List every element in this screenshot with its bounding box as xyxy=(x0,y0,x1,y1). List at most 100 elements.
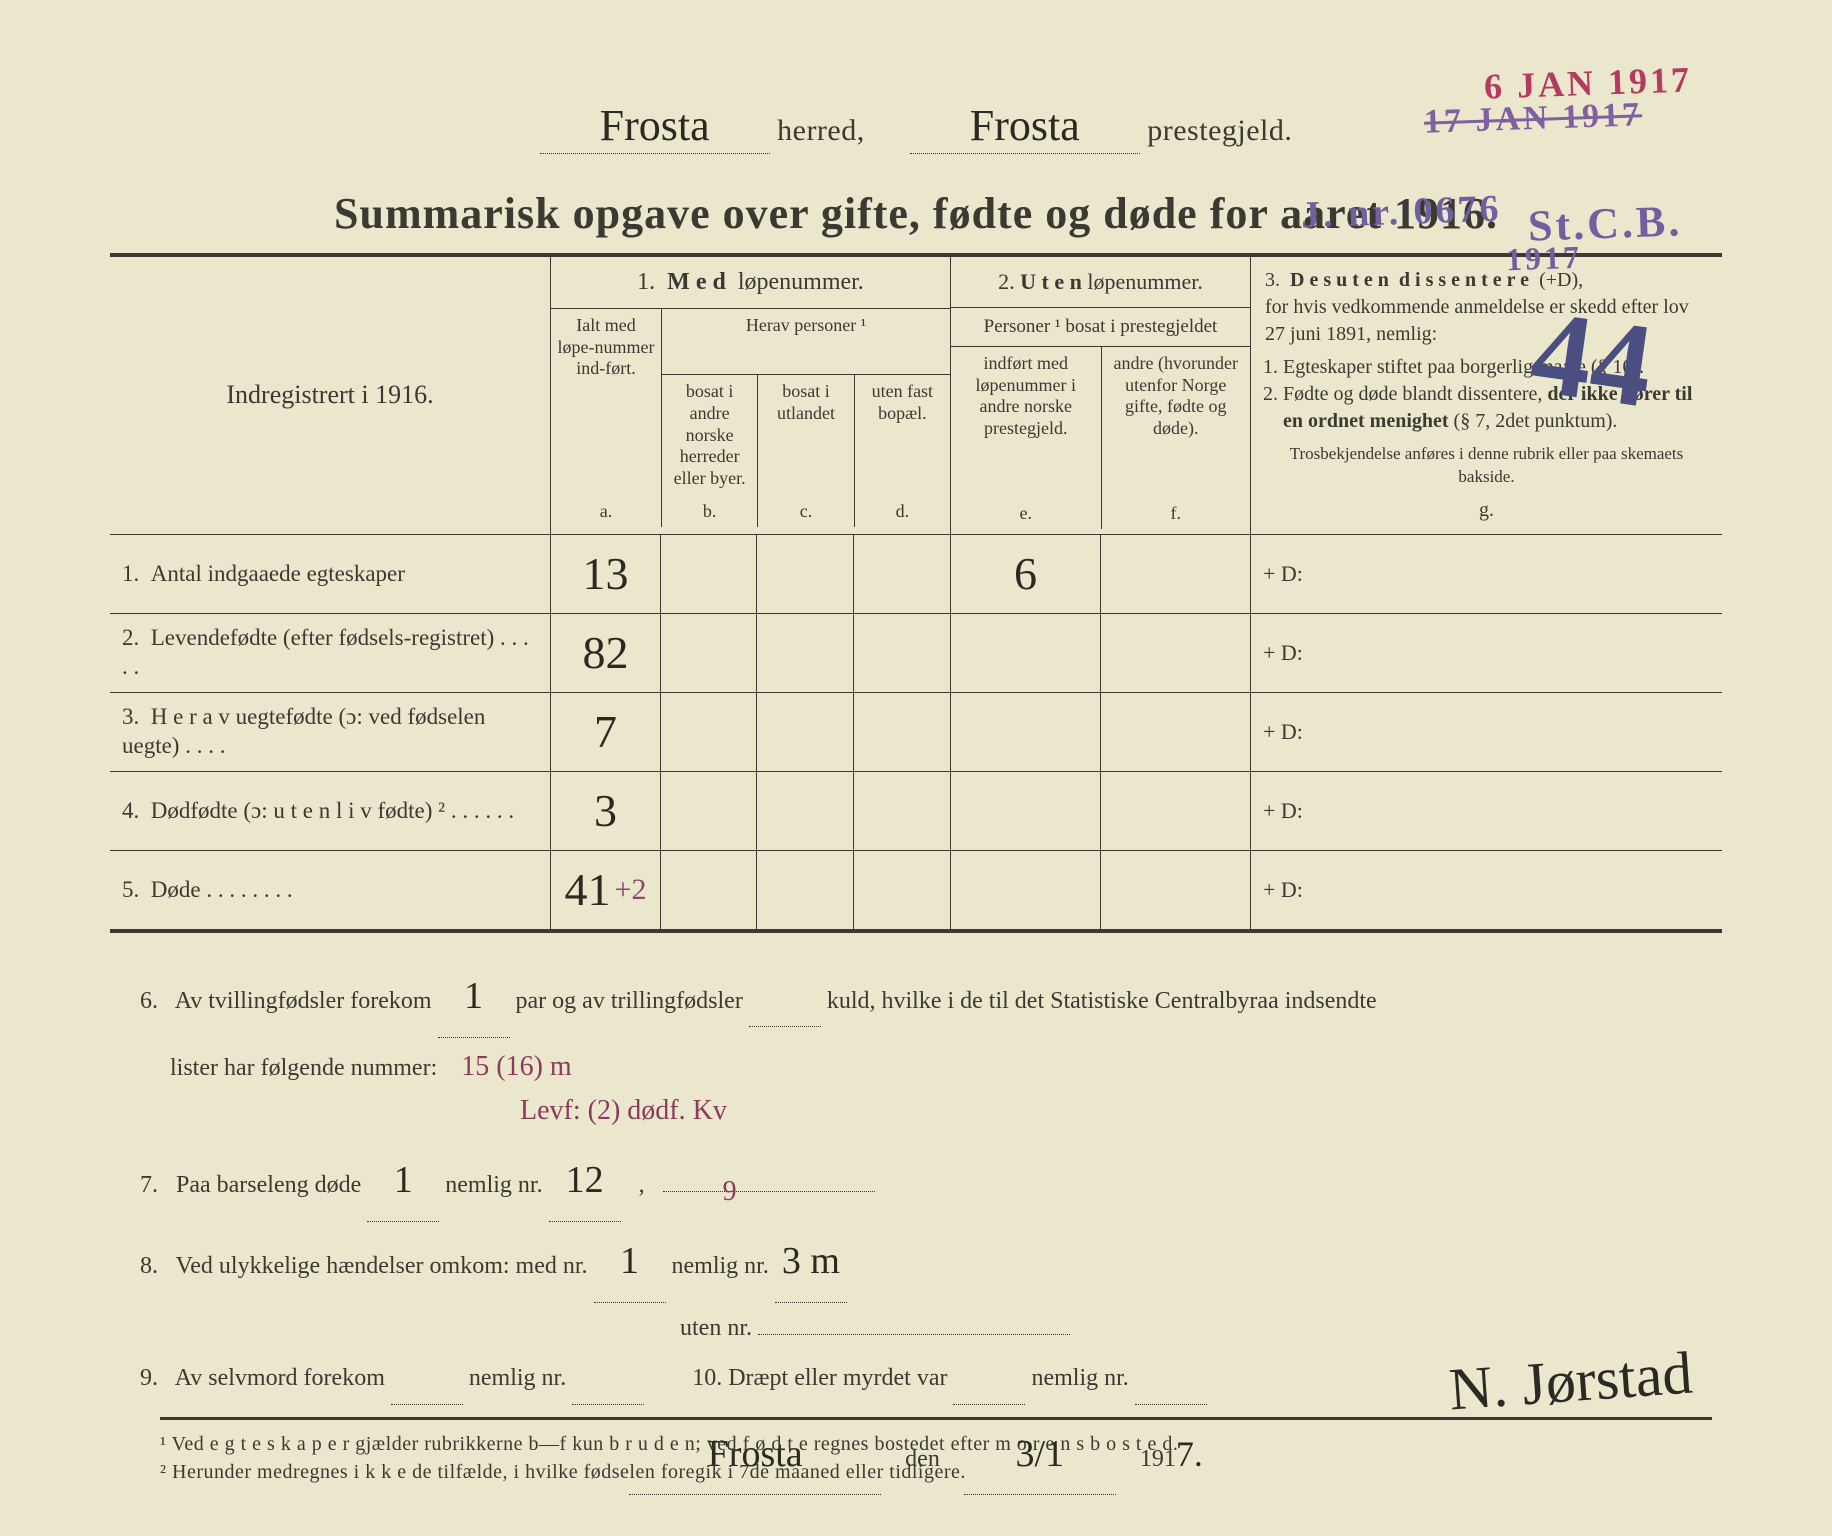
cell-c xyxy=(756,614,853,692)
accident-nr: 3 m xyxy=(775,1222,847,1303)
barseleng-extra-field: 9 xyxy=(663,1191,875,1192)
text-fragment: par og av trillingfødsler xyxy=(516,988,743,1014)
table-row: 4. Dødfødte (ɔ: u t e n l i v fødte) ² .… xyxy=(110,771,1722,850)
text-fragment: lister har følgende nummer: xyxy=(170,1055,437,1081)
cell-d xyxy=(853,535,950,613)
line-number: 7. xyxy=(140,1160,170,1210)
table-row: 2. Levendefødte (efter fødsels-registret… xyxy=(110,613,1722,692)
col-f-text: andre (hvorunder utenfor Norge gifte, fø… xyxy=(1114,353,1238,438)
cell-a: 7 xyxy=(594,705,617,758)
cell-g: + D: xyxy=(1250,614,1722,692)
cell-a: 41 xyxy=(565,863,611,916)
pencil-annotation: 44 xyxy=(1523,282,1661,435)
cell-c xyxy=(756,772,853,850)
stamp-struck-date: 17 JAN 1917 xyxy=(1423,96,1642,142)
murdered-nr xyxy=(1135,1353,1207,1404)
text-fragment: Ved ulykkelige hændelser omkom: med nr. xyxy=(176,1253,588,1279)
row-number: 3. xyxy=(122,704,139,729)
text-fragment: Paa barseleng døde xyxy=(176,1172,361,1198)
cell-f xyxy=(1100,772,1250,850)
col-f-letter: f. xyxy=(1102,503,1251,525)
text-fragment: kuld, hvilke i de til det Statistiske Ce… xyxy=(827,988,1377,1014)
col-a-text: Ialt med løpe-nummer ind-ført. xyxy=(557,315,655,380)
stub-column: Indregistrert i 1916. xyxy=(110,257,550,534)
cell-e xyxy=(950,772,1100,850)
stub-title: Indregistrert i 1916. xyxy=(110,257,550,534)
cell-d xyxy=(853,693,950,771)
col-med-title: 1. M e d løpenummer. xyxy=(551,257,950,309)
row-number: 4. xyxy=(122,798,139,823)
row-label: H e r a v uegtefødte (ɔ: ved fødselen ue… xyxy=(122,704,485,758)
col-d-letter: d. xyxy=(855,501,950,523)
row-label: Antal indgaaede egteskaper xyxy=(151,561,405,586)
cell-e xyxy=(950,851,1100,929)
text-fragment: Av tvillingfødsler forekom xyxy=(175,988,432,1014)
col-a-letter: a. xyxy=(551,501,661,523)
line-6: 6. Av tvillingfødsler forekom 1 par og a… xyxy=(140,957,1692,1038)
col-uten-sub: Personer ¹ bosat i prestegjeldet xyxy=(951,308,1250,347)
cell-e xyxy=(950,693,1100,771)
row-label: Dødfødte (ɔ: u t e n l i v fødte) ² . . … xyxy=(151,798,514,823)
footnote-1: ¹ Ved e g t e s k a p e r gjælder rubrik… xyxy=(160,1430,1712,1458)
barseleng-count: 1 xyxy=(367,1141,439,1222)
cell-b xyxy=(660,614,756,692)
prestegjeld-handwritten: Frosta xyxy=(910,100,1140,154)
line-8: 8. Ved ulykkelige hændelser omkom: med n… xyxy=(140,1222,1692,1303)
cell-d xyxy=(853,614,950,692)
prestegjeld-label: prestegjeld. xyxy=(1147,114,1292,147)
col-g-title: 3. D e s u t e n d i s s e n t e r e (+D… xyxy=(1265,267,1708,294)
barseleng-extra-red: 9 xyxy=(723,1163,737,1222)
text-fragment: Av selvmord forekom xyxy=(175,1365,385,1391)
col-c: bosat i utlandet c. xyxy=(757,375,853,527)
line-number: 10. xyxy=(692,1353,722,1403)
col-e: indført med løpenummer i andre norske pr… xyxy=(951,347,1101,529)
line-number: 6. xyxy=(140,976,170,1026)
table-rows: 1. Antal indgaaede egteskaper 13 6 + D: … xyxy=(110,534,1722,929)
col-group-med: 1. M e d løpenummer. Ialt med løpe-numme… xyxy=(550,257,950,534)
col-c-letter: c. xyxy=(758,501,853,523)
cell-g: + D: xyxy=(1250,535,1722,613)
triplet-value xyxy=(749,976,821,1027)
col-g-letter: g. xyxy=(1265,497,1708,524)
cell-g: + D: xyxy=(1250,851,1722,929)
row-number: 5. xyxy=(122,877,139,902)
list-numbers-hand-1: 15 (16) m xyxy=(461,1051,571,1082)
cell-b xyxy=(660,851,756,929)
document-page: 6 JAN 1917 17 JAN 1917 J. nr. 0676 St.C.… xyxy=(0,0,1832,1536)
cell-g: + D: xyxy=(1250,693,1722,771)
main-table: Indregistrert i 1916. 1. M e d løpenumme… xyxy=(110,253,1722,933)
col-e-letter: e. xyxy=(951,503,1101,525)
col-f: andre (hvorunder utenfor Norge gifte, fø… xyxy=(1101,347,1251,529)
table-row: 3. H e r a v uegtefødte (ɔ: ved fødselen… xyxy=(110,692,1722,771)
row-number: 2. xyxy=(122,625,139,650)
suicide-nr xyxy=(572,1353,644,1404)
murdered-count xyxy=(953,1353,1025,1404)
text-fragment: nemlig nr. xyxy=(672,1253,769,1279)
cell-a: 3 xyxy=(594,784,617,837)
table-row: 1. Antal indgaaede egteskaper 13 6 + D: xyxy=(110,534,1722,613)
herred-handwritten: Frosta xyxy=(540,100,770,154)
cell-c xyxy=(756,693,853,771)
col-c-text: bosat i utlandet xyxy=(777,381,835,423)
col-b-letter: b. xyxy=(662,501,757,523)
footnote-2: ² Herunder medregnes i k k e de tilfælde… xyxy=(160,1458,1712,1486)
col-d-text: uten fast bopæl. xyxy=(872,381,933,423)
cell-e xyxy=(950,614,1100,692)
cell-a: 82 xyxy=(583,626,629,679)
col-g-small: Trosbekjendelse anføres i denne rubrik e… xyxy=(1265,443,1708,489)
col-d: uten fast bopæl. d. xyxy=(854,375,950,527)
text-fragment: nemlig nr. xyxy=(445,1172,542,1198)
row-label: Levendefødte (efter fødsels-registret) .… xyxy=(122,625,529,679)
col-a: Ialt med løpe-nummer ind-ført. a. xyxy=(551,309,661,527)
table-row: 5. Døde . . . . . . . . 41+2 + D: xyxy=(110,850,1722,929)
col-group-uten: 2. U t e n løpenummer. Personer ¹ bosat … xyxy=(950,257,1250,534)
stamp-year-under: 1917 xyxy=(1505,239,1582,279)
list-numbers-hand-2: Levf: (2) dødf. Kv xyxy=(520,1095,727,1126)
twin-pairs-value: 1 xyxy=(438,957,510,1038)
cell-d xyxy=(853,851,950,929)
cell-f xyxy=(1100,693,1250,771)
text-fragment: uten nr. xyxy=(680,1315,752,1341)
cell-c xyxy=(756,535,853,613)
text-fragment: nemlig nr. xyxy=(1031,1365,1128,1391)
cell-a-correction: +2 xyxy=(615,873,647,907)
